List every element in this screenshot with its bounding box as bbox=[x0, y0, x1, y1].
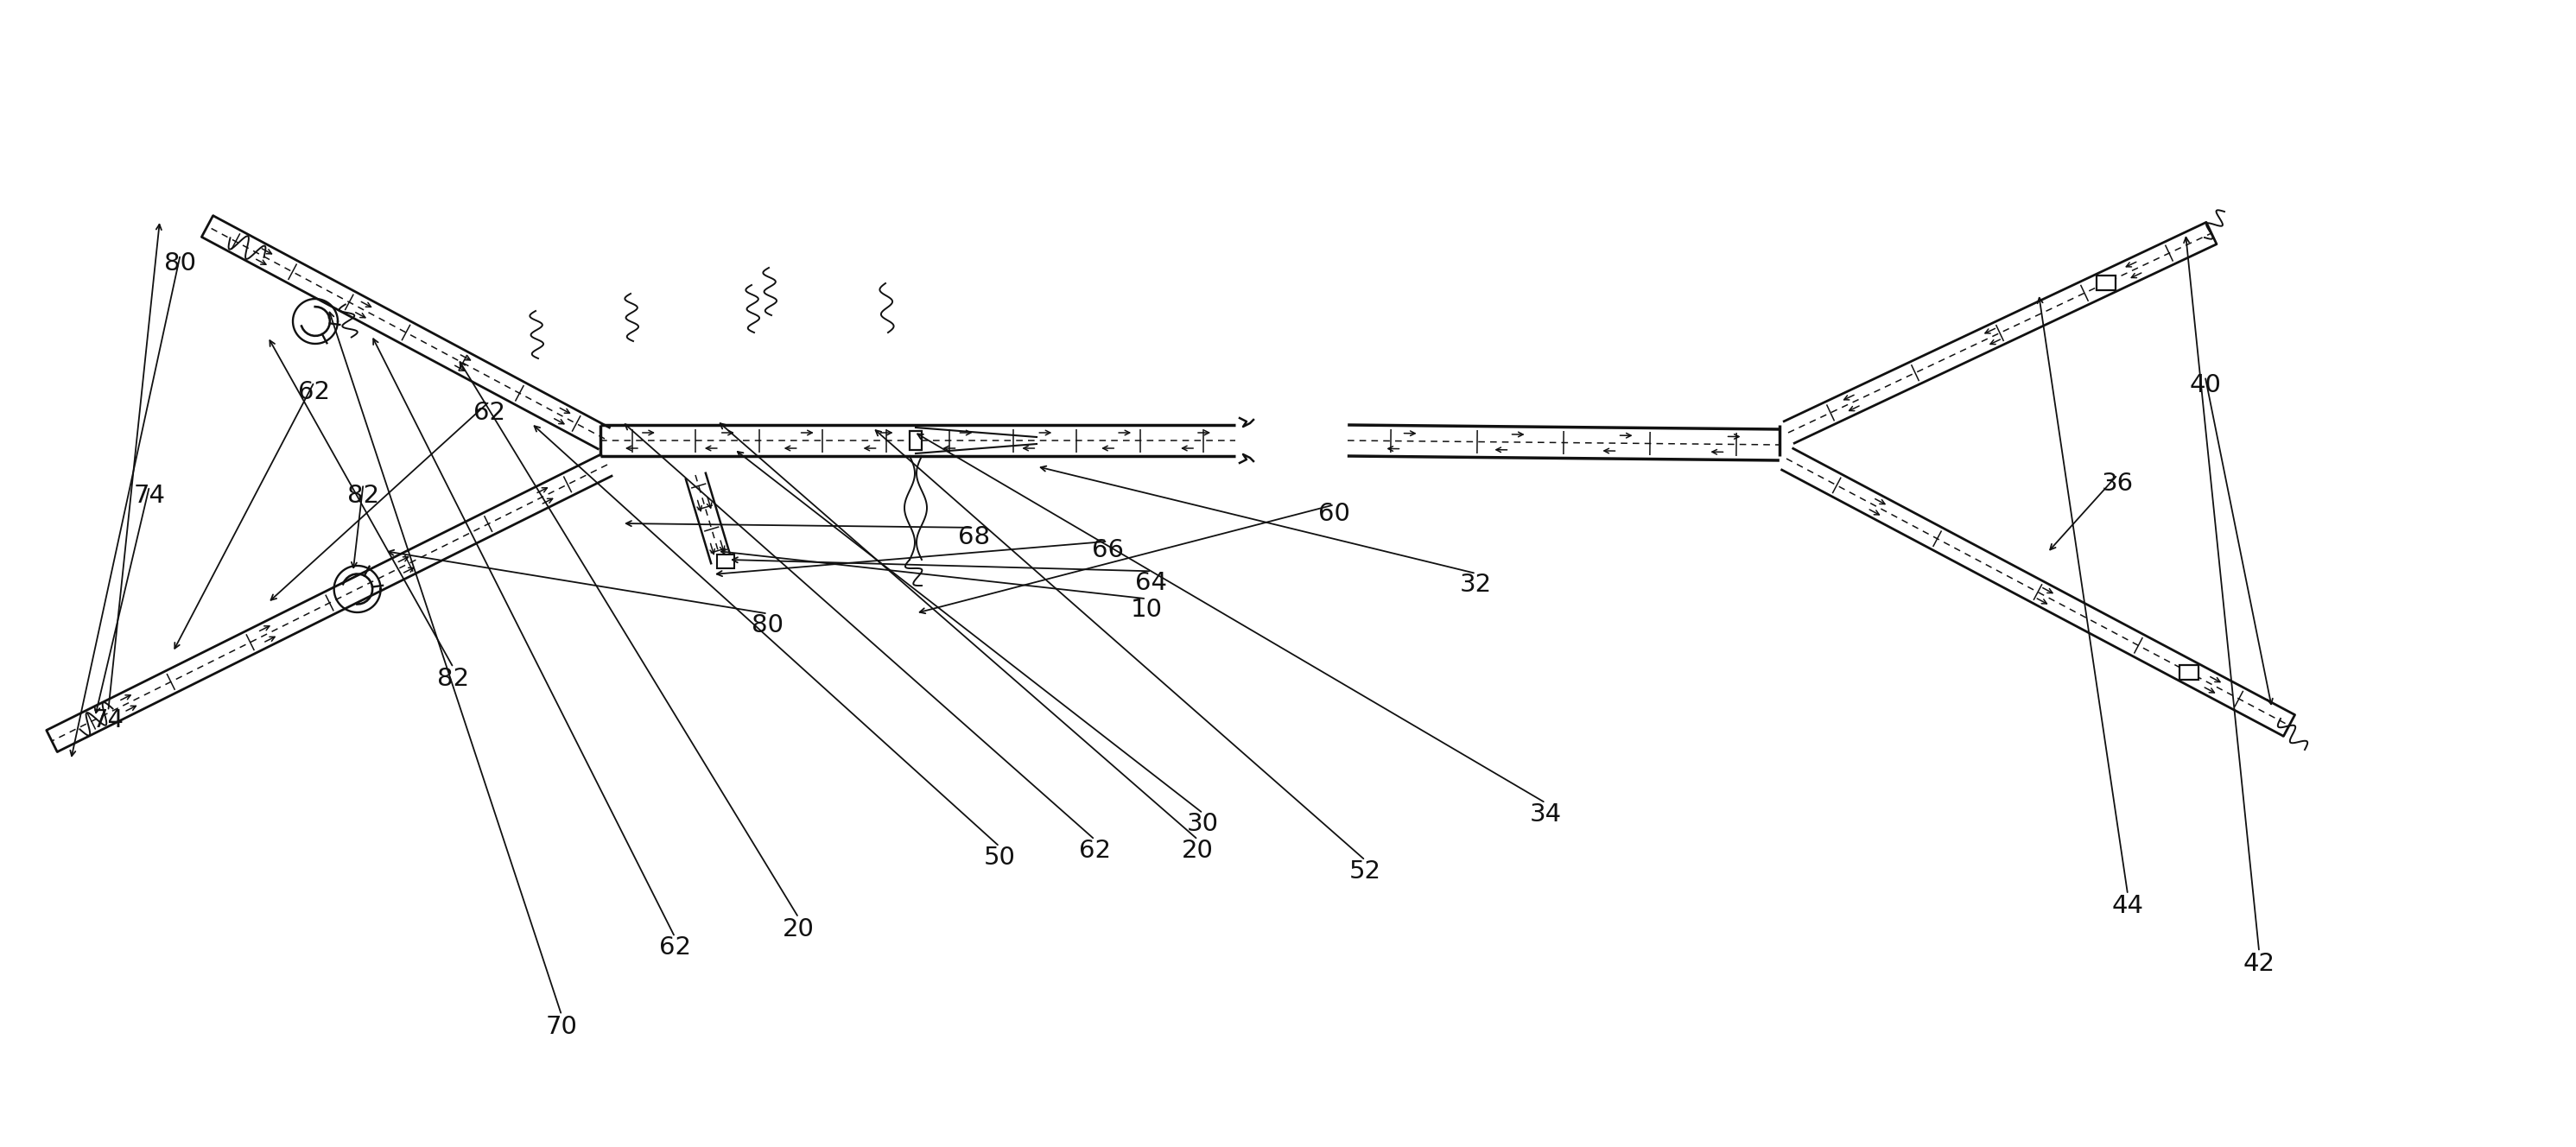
Text: 40: 40 bbox=[2190, 373, 2221, 398]
Text: 80: 80 bbox=[165, 251, 196, 276]
FancyBboxPatch shape bbox=[2097, 275, 2115, 290]
Text: 62: 62 bbox=[299, 380, 330, 405]
Text: 74: 74 bbox=[93, 708, 124, 733]
Text: 52: 52 bbox=[1350, 859, 1381, 884]
Text: 20: 20 bbox=[783, 916, 814, 942]
Text: 70: 70 bbox=[546, 1014, 577, 1039]
Text: 68: 68 bbox=[958, 524, 989, 549]
FancyBboxPatch shape bbox=[909, 431, 922, 450]
Text: 64: 64 bbox=[1136, 570, 1167, 595]
Text: 32: 32 bbox=[1461, 572, 1492, 598]
Text: 20: 20 bbox=[1182, 838, 1213, 864]
Text: 62: 62 bbox=[1079, 838, 1110, 864]
Text: 34: 34 bbox=[1530, 802, 1561, 827]
Text: 50: 50 bbox=[984, 845, 1015, 871]
FancyBboxPatch shape bbox=[716, 554, 734, 568]
Text: 62: 62 bbox=[474, 400, 505, 426]
Text: 44: 44 bbox=[2112, 894, 2143, 919]
Text: 74: 74 bbox=[134, 483, 165, 508]
Text: 66: 66 bbox=[1092, 538, 1123, 563]
Text: 42: 42 bbox=[2244, 951, 2275, 976]
Text: 82: 82 bbox=[348, 483, 379, 508]
Text: 60: 60 bbox=[1319, 501, 1350, 526]
Text: 82: 82 bbox=[438, 666, 469, 692]
FancyBboxPatch shape bbox=[2179, 665, 2197, 679]
Text: 10: 10 bbox=[1131, 598, 1162, 623]
Text: 36: 36 bbox=[2102, 471, 2133, 497]
Text: 62: 62 bbox=[659, 935, 690, 960]
Text: 30: 30 bbox=[1188, 811, 1218, 836]
Text: 80: 80 bbox=[752, 612, 783, 638]
